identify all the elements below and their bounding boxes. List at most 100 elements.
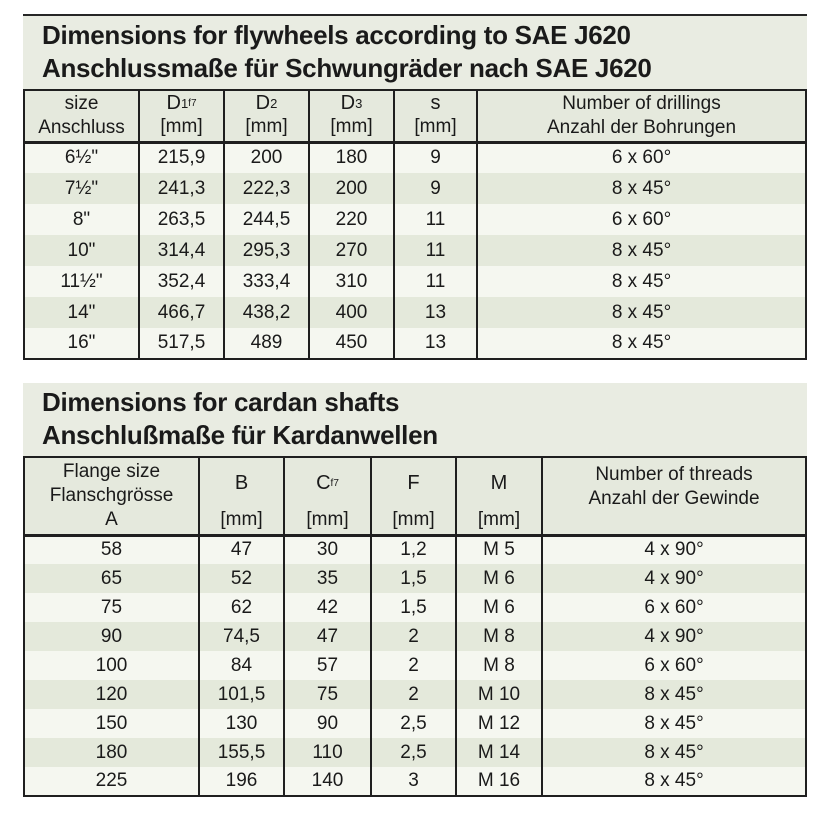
header-unit: [mm] xyxy=(392,508,435,530)
flywheel-table-body: 6½" 215,9 200 180 9 6 x 60° 7½" 241,3 222,3 200 9 8… xyxy=(24,142,806,359)
header-symbol: F xyxy=(407,471,420,494)
table-cell: M 6 xyxy=(455,593,542,622)
table-cell: 110 xyxy=(283,738,371,767)
table-cell: 130 xyxy=(198,709,284,738)
table-cell: 3 xyxy=(370,767,456,796)
cardan-title: Dimensions for cardan shafts Anschlußmaß… xyxy=(23,383,807,456)
table-cell: 241,3 xyxy=(138,173,224,204)
table-cell: 62 xyxy=(198,593,284,622)
col-header-s: s [mm] xyxy=(393,90,477,144)
table-cell: 438,2 xyxy=(223,297,309,328)
col-header-drillings: Number of drillings Anzahl der Bohrungen xyxy=(476,90,806,144)
table-cell: 11 xyxy=(393,266,477,297)
table-row: 150 130 90 2,5 M 12 8 x 45° xyxy=(24,709,806,738)
col-header-threads: Number of threads Anzahl der Gewinde xyxy=(541,457,806,537)
table-cell: 140 xyxy=(283,767,371,796)
table-cell: 263,5 xyxy=(138,204,224,235)
table-cell: 400 xyxy=(308,297,394,328)
table-row: 120 101,5 75 2 M 10 8 x 45° xyxy=(24,680,806,709)
col-header-f: F [mm] xyxy=(370,457,456,537)
col-header-m: M [mm] xyxy=(455,457,542,537)
table-cell: 47 xyxy=(198,535,284,564)
table-cell: 11 xyxy=(393,204,477,235)
table-cell: M 12 xyxy=(455,709,542,738)
table-cell: 14" xyxy=(24,297,139,328)
table-cell: 2,5 xyxy=(370,738,456,767)
cardan-section: Dimensions for cardan shafts Anschlußmaß… xyxy=(23,383,807,797)
table-cell: 180 xyxy=(24,738,199,767)
table-cell: 450 xyxy=(308,328,394,359)
table-cell: 7½" xyxy=(24,173,139,204)
header-symbol: D xyxy=(166,91,181,114)
cardan-title-line2: Anschlußmaße für Kardanwellen xyxy=(42,420,438,450)
table-cell: 517,5 xyxy=(138,328,224,359)
table-cell: M 8 xyxy=(455,651,542,680)
header-symbol: M xyxy=(490,471,508,494)
header-subsubscript: f7 xyxy=(330,477,339,489)
table-cell: M 10 xyxy=(455,680,542,709)
header-subscript: 3 xyxy=(355,95,363,111)
table-cell: 314,4 xyxy=(138,235,224,266)
section-divider xyxy=(23,360,807,383)
header-label: Flanschgrösse xyxy=(49,484,174,506)
table-cell: 13 xyxy=(393,328,477,359)
header-label: Number of drillings xyxy=(562,92,721,114)
table-cell: 6 x 60° xyxy=(541,593,806,622)
table-cell: 8 x 45° xyxy=(476,173,806,204)
table-cell: 30 xyxy=(283,535,371,564)
table-row: 14" 466,7 438,2 400 13 8 x 45° xyxy=(24,297,806,328)
table-cell: 4 x 90° xyxy=(541,622,806,651)
table-cell: 10" xyxy=(24,235,139,266)
table-cell: 120 xyxy=(24,680,199,709)
col-header-b: B [mm] xyxy=(198,457,284,537)
table-row: 11½" 352,4 333,4 310 11 8 x 45° xyxy=(24,266,806,297)
table-cell: 16" xyxy=(24,328,139,359)
header-unit: [mm] xyxy=(160,115,203,137)
table-row: 180 155,5 110 2,5 M 14 8 x 45° xyxy=(24,738,806,767)
table-cell: 8 x 45° xyxy=(476,328,806,359)
table-cell: 2 xyxy=(370,680,456,709)
table-cell: 8 x 45° xyxy=(541,709,806,738)
table-cell: 2 xyxy=(370,622,456,651)
table-cell: 310 xyxy=(308,266,394,297)
header-subsubscript: f7 xyxy=(188,97,197,109)
table-cell: 35 xyxy=(283,564,371,593)
table-cell: 1,5 xyxy=(370,564,456,593)
table-cell: 466,7 xyxy=(138,297,224,328)
table-cell: 13 xyxy=(393,297,477,328)
table-cell: 8 x 45° xyxy=(541,738,806,767)
table-cell: 4 x 90° xyxy=(541,535,806,564)
table-cell: 155,5 xyxy=(198,738,284,767)
table-cell: M 8 xyxy=(455,622,542,651)
table-cell: 4 x 90° xyxy=(541,564,806,593)
flywheel-section: Dimensions for flywheels according to SA… xyxy=(23,14,807,360)
table-cell: 47 xyxy=(283,622,371,651)
header-label: Anschluss xyxy=(38,116,125,138)
table-cell: 295,3 xyxy=(223,235,309,266)
table-row: 7½" 241,3 222,3 200 9 8 x 45° xyxy=(24,173,806,204)
table-cell: 11½" xyxy=(24,266,139,297)
table-cell: 200 xyxy=(308,173,394,204)
header-label: Number of threads xyxy=(595,464,753,485)
table-cell: 75 xyxy=(24,593,199,622)
table-cell: M 5 xyxy=(455,535,542,564)
table-cell: 84 xyxy=(198,651,284,680)
flywheel-title-line1: Dimensions for flywheels according to SA… xyxy=(42,20,631,50)
col-header-d1f7: D 1 f7 [mm] xyxy=(138,90,224,144)
col-header-size: size Anschluss xyxy=(24,90,139,144)
header-row: Flange size Flanschgrösse A B [mm] xyxy=(24,457,806,537)
table-cell: M 16 xyxy=(455,767,542,796)
table-cell: 2,5 xyxy=(370,709,456,738)
header-unit: [mm] xyxy=(414,115,457,137)
header-symbol: D xyxy=(255,91,271,114)
table-row: 8" 263,5 244,5 220 11 6 x 60° xyxy=(24,204,806,235)
col-header-flange-size: Flange size Flanschgrösse A xyxy=(24,457,199,537)
table-cell: 8 x 45° xyxy=(476,297,806,328)
table-cell: 6½" xyxy=(24,142,139,173)
header-label: Flange size xyxy=(62,460,161,482)
table-cell: 58 xyxy=(24,535,199,564)
cardan-table-header: Flange size Flanschgrösse A B [mm] xyxy=(24,457,806,537)
